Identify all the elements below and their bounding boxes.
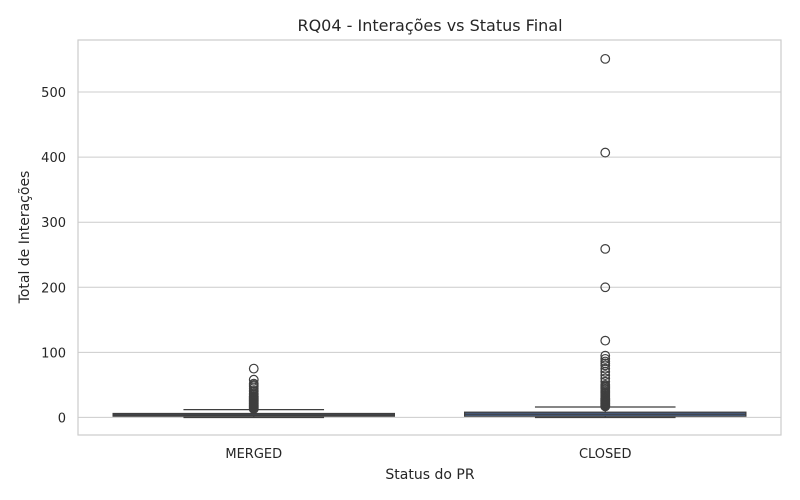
boxes (112, 53, 747, 419)
x-axis-label: Status do PR (385, 467, 474, 483)
outlier-point (248, 374, 259, 385)
box-closed (463, 53, 747, 419)
outlier-point (248, 378, 259, 389)
y-tick-label: 300 (41, 216, 66, 231)
outlier-point (600, 147, 611, 158)
y-tick-label: 0 (58, 411, 66, 426)
outlier-point (600, 350, 611, 361)
outlier-point (600, 373, 611, 384)
x-tick-labels: MERGED CLOSED (225, 447, 631, 462)
y-tick-labels: 0 100 200 300 400 500 (41, 86, 66, 426)
outlier-point (248, 363, 259, 374)
y-tick-label: 200 (41, 281, 66, 296)
outlier-point (600, 356, 611, 367)
outlier-point (600, 282, 611, 293)
y-tick-label: 500 (41, 86, 66, 101)
outlier-point (600, 53, 611, 64)
outlier-point (600, 376, 611, 387)
plot-frame (77, 39, 782, 436)
outlier-point (600, 335, 611, 346)
outlier-point (600, 243, 611, 254)
y-tick-label: 400 (41, 151, 66, 166)
x-tick-label: MERGED (225, 447, 282, 462)
box-merged (112, 363, 396, 419)
y-axis-label: Total de Interações (17, 171, 33, 305)
outlier-point (600, 370, 611, 381)
outlier-point (600, 363, 611, 374)
gridlines (78, 91, 781, 418)
y-tick-label: 100 (41, 346, 66, 361)
outlier-point (600, 353, 611, 364)
chart-title: RQ04 - Interações vs Status Final (297, 16, 562, 35)
x-tick-label: CLOSED (579, 447, 632, 462)
outlier-point (600, 379, 611, 390)
